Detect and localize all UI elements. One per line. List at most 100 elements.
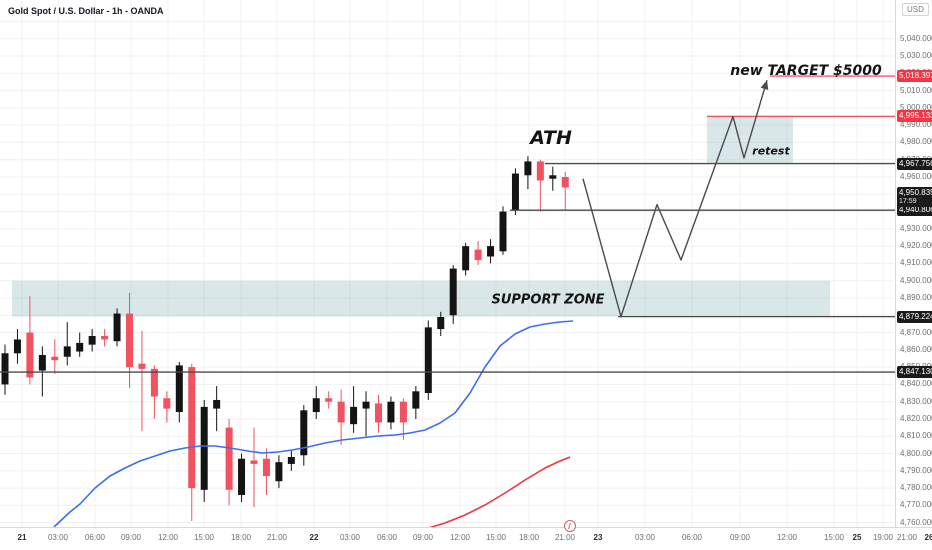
price-tick-label: 4,870.000 (900, 327, 932, 337)
candle-body (188, 367, 196, 489)
candle-body (474, 249, 482, 260)
candle-body (150, 368, 158, 397)
ma-red-line (404, 456, 571, 535)
candle-body (287, 456, 295, 464)
candle-body (561, 176, 569, 188)
time-day-label: 26 (924, 533, 932, 542)
candle-body (138, 363, 146, 369)
event-marker-icon[interactable] (564, 520, 576, 532)
candle-body (175, 365, 183, 413)
ma-blue-line (39, 320, 574, 546)
time-tick-label: 03:00 (634, 533, 656, 542)
candle-body (113, 313, 121, 342)
candle-body (375, 403, 382, 423)
time-tick-label: 19:00 (872, 533, 894, 542)
candle-body (76, 342, 84, 352)
price-level-label: 4,940.806 (897, 204, 932, 217)
candle-body (437, 316, 445, 330)
candle-body (487, 246, 495, 257)
time-day-label: 23 (593, 533, 603, 542)
time-tick-label: 09:00 (120, 533, 142, 542)
candle-body (250, 460, 258, 464)
candle-body (511, 173, 519, 210)
time-tick-label: 18:00 (230, 533, 252, 542)
price-tick-label: 5,040.000 (900, 33, 932, 43)
candle-body (262, 458, 270, 477)
candle-body (499, 211, 507, 252)
time-tick-label: 15:00 (193, 533, 215, 542)
price-alert-label: 5,018.397 (897, 70, 932, 83)
time-tick-label: 12:00 (157, 533, 179, 542)
candle-body (213, 399, 221, 409)
price-level-label: 4,847.130 (897, 366, 932, 379)
price-tick-label: 4,790.000 (900, 465, 932, 475)
candle-body (200, 406, 208, 490)
price-tick-label: 4,760.000 (900, 517, 932, 527)
price-tick-label: 5,000.000 (900, 102, 932, 112)
support-zone-annotation[interactable]: SUPPORT ZONE (491, 292, 605, 308)
candle-body (387, 401, 395, 423)
candle-body (449, 268, 457, 316)
candle-body (225, 427, 233, 490)
price-tick-label: 5,030.000 (900, 51, 932, 60)
candle-body (424, 327, 432, 394)
time-tick-label: 21:00 (266, 533, 288, 542)
time-tick-label: 09:00 (729, 533, 751, 542)
projection-drawing[interactable] (582, 80, 769, 318)
price-tick-label: 4,810.000 (900, 431, 932, 441)
price-tick-label: 4,800.000 (900, 448, 932, 458)
time-tick-label: 03:00 (339, 533, 361, 542)
time-tick-label: 21:00 (896, 533, 918, 542)
ath-annotation[interactable]: ATH (530, 127, 572, 149)
candle-body (536, 161, 544, 181)
zone-boxes[interactable] (12, 116, 830, 317)
price-tick-label: 4,920.000 (900, 241, 932, 251)
support-zone-box[interactable] (12, 280, 830, 317)
candle-body (337, 401, 345, 423)
price-tick-label: 4,770.000 (900, 500, 932, 510)
candle-body (126, 313, 133, 368)
price-axis[interactable]: USD 4,760.000 4,770.000 4,780.000 4,790.000… (895, 0, 932, 527)
candle-body (238, 458, 246, 496)
level-lines[interactable] (0, 75, 895, 373)
candle-body (88, 336, 96, 345)
time-tick-label: 12:00 (449, 533, 471, 542)
candle-body (275, 462, 283, 482)
time-axis[interactable]: 21 03:00 06:00 09:00 12:00 15:00 18:00 21:00 22 0… (0, 527, 932, 550)
time-tick-label: 15:00 (485, 533, 507, 542)
candle-body (325, 398, 333, 402)
price-alert-label: 4,995.133 (897, 110, 932, 123)
price-tick-label: 4,830.000 (900, 396, 932, 406)
symbol-title[interactable]: Gold Spot / U.S. Dollar - 1h - OANDA (8, 6, 164, 16)
candle-body (1, 353, 9, 385)
time-tick-label: 18:00 (518, 533, 540, 542)
candle-body (549, 175, 557, 179)
price-tick-label: 4,900.000 (900, 275, 932, 285)
candle-body (300, 410, 308, 456)
price-tick-label: 4,910.000 (900, 258, 932, 268)
candle-body (462, 246, 470, 271)
candle-body (399, 401, 407, 423)
price-tick-label: 4,960.000 (900, 171, 932, 181)
projection-zigzag[interactable] (582, 80, 768, 318)
candle-body (412, 391, 420, 409)
countdown-timer: 17:59 (899, 197, 917, 205)
candle-body (163, 398, 171, 409)
candle-body (13, 339, 21, 354)
price-tick-label: 4,980.000 (900, 137, 932, 147)
price-tick-label: 4,890.000 (900, 292, 932, 302)
candle-body (524, 161, 532, 176)
candle-body (312, 398, 320, 413)
price-level-label: 4,879.224 (897, 310, 932, 323)
candle-body (362, 401, 370, 409)
time-tick-label: 12:00 (776, 533, 798, 542)
candle-body (350, 406, 358, 425)
price-level-label: 4,967.756 (897, 157, 932, 170)
candle-body (26, 332, 34, 378)
target-annotation[interactable]: new TARGET $5000 (730, 63, 882, 79)
retest-annotation[interactable]: retest (752, 144, 790, 158)
time-tick-label: 21:00 (554, 533, 576, 542)
candle-body (38, 355, 46, 371)
grid-lines (0, 0, 894, 527)
